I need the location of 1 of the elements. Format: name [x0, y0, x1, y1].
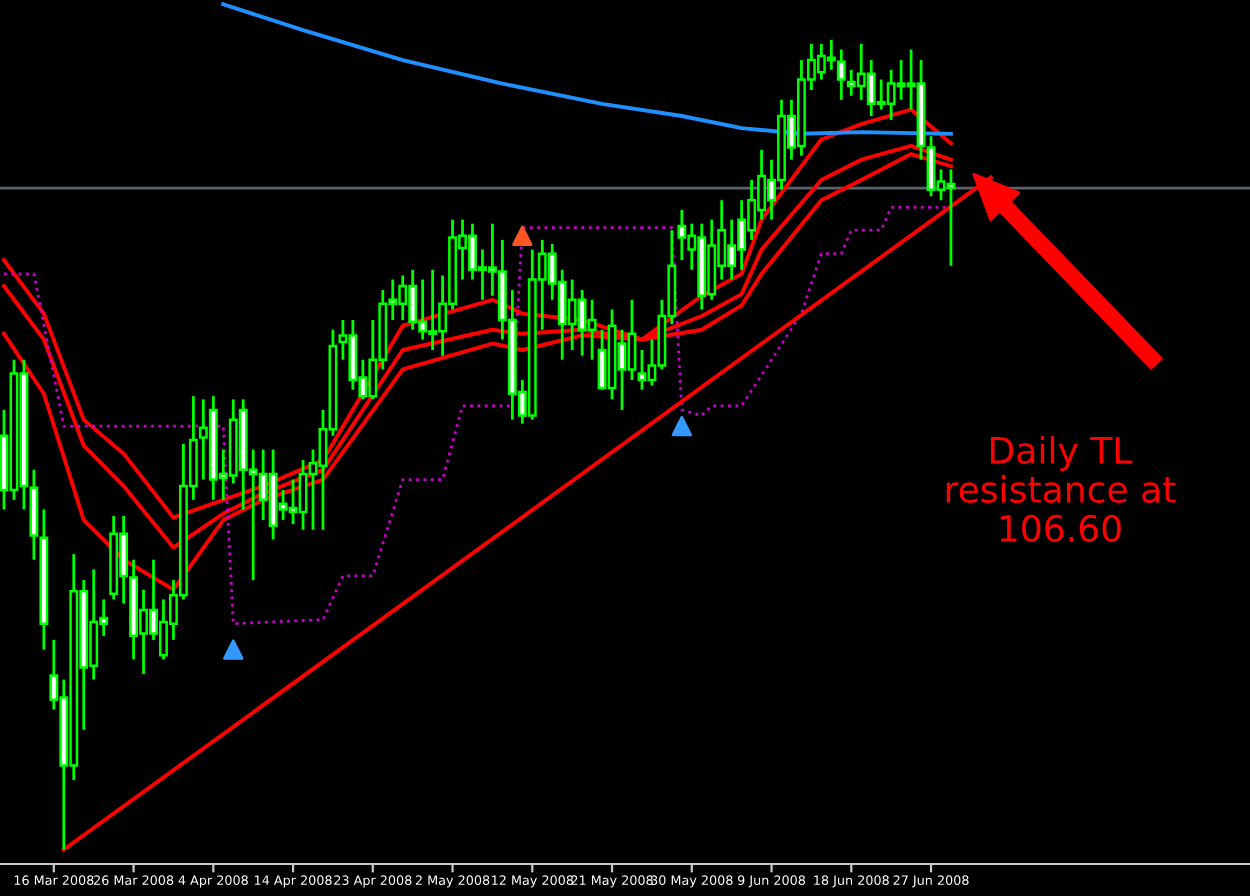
annotation: Daily TL resistance at 106.60 — [946, 435, 1176, 543]
